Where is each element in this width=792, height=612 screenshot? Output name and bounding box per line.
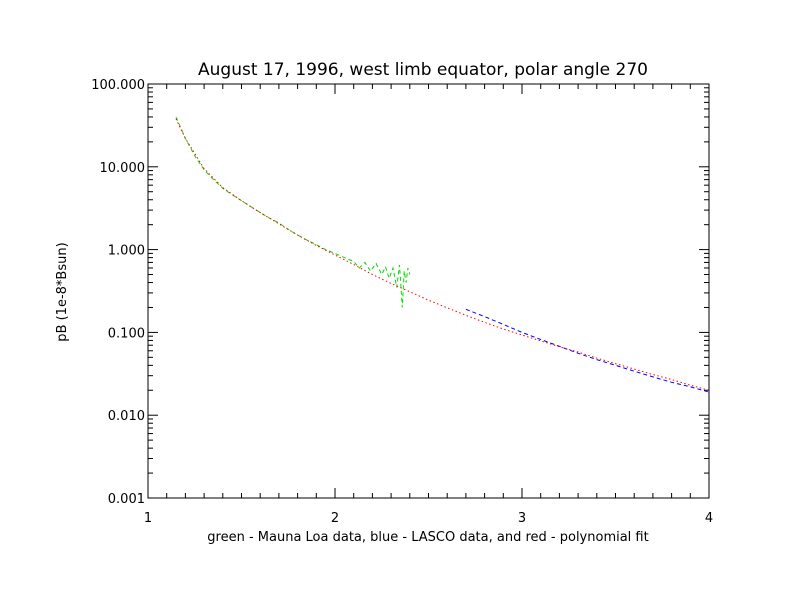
x-axis-label: green - Mauna Loa data, blue - LASCO dat…: [207, 530, 648, 545]
y-axis-ticks: 0.001 0.010 0.100 1.000 10.000 100.000: [91, 78, 709, 507]
x-tick-label: 4: [705, 511, 713, 526]
x-tick-label: 3: [518, 511, 526, 526]
x-minor-ticks: [166, 84, 691, 498]
series-line-1: [175, 116, 411, 308]
x-tick-label: 2: [331, 511, 339, 526]
series-layer: [175, 116, 710, 393]
y-tick-label: 1.000: [108, 244, 145, 259]
y-axis-label: pB (1e-8*Bsun): [55, 242, 70, 341]
y-tick-label: 0.100: [108, 326, 145, 341]
plot-frame: [147, 83, 710, 499]
y-tick-label: 0.010: [108, 409, 145, 424]
x-tick-label: 1: [144, 511, 152, 526]
y-tick-label: 100.000: [91, 78, 145, 93]
y-tick-label: 0.001: [108, 492, 145, 507]
series-line-2: [465, 308, 710, 393]
x-axis-ticks: 1 2 3 4: [144, 84, 713, 526]
y-minor-ticks: [148, 87, 709, 474]
chart-title: August 17, 1996, west limb equator, pola…: [198, 60, 648, 80]
series-line-3: [175, 118, 710, 391]
y-tick-label: 10.000: [100, 161, 146, 176]
